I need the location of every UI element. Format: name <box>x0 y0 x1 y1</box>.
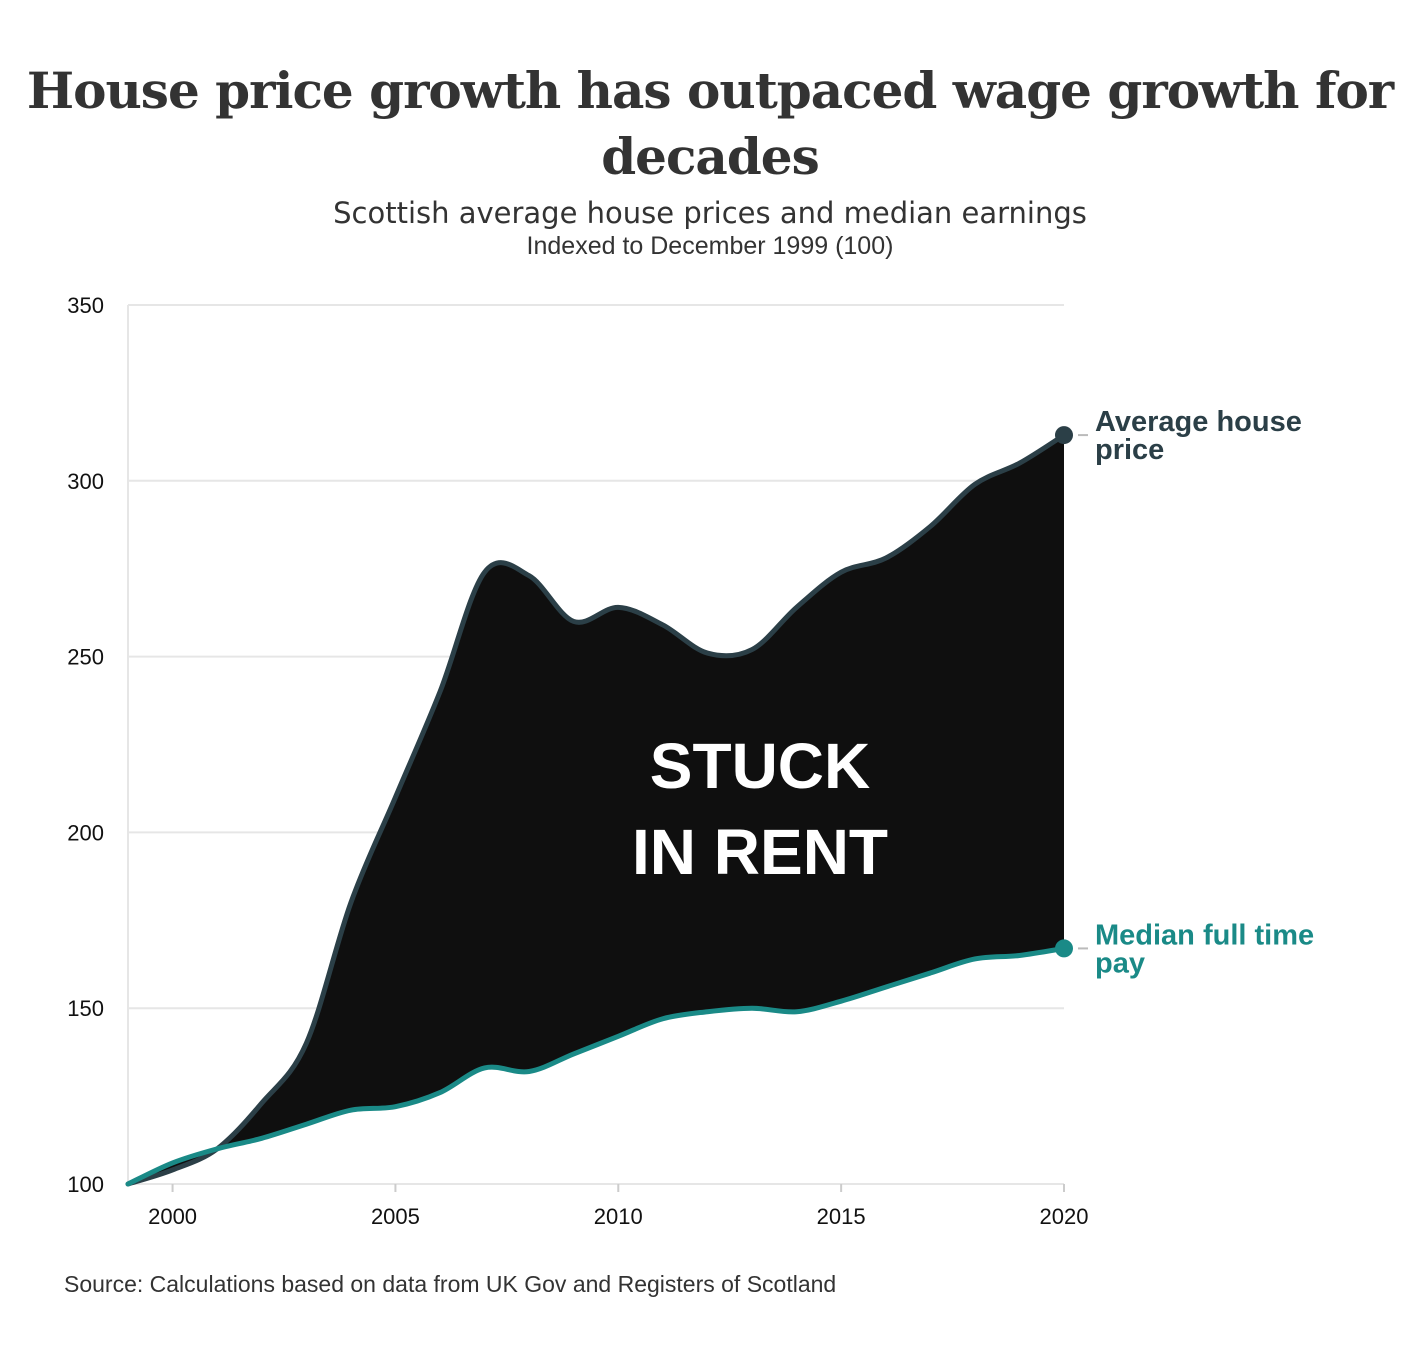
series-line-house-price <box>125 432 1067 1187</box>
chart-subtitle: Scottish average house prices and median… <box>333 196 1087 230</box>
annotation-line-2: IN RENT <box>632 816 888 888</box>
y-tick-label-250: 250 <box>67 645 104 670</box>
source-note: Source: Calculations based on data from … <box>64 1271 837 1297</box>
y-tick-label-200: 200 <box>67 820 104 845</box>
chart-index-note: Indexed to December 1999 (100) <box>526 232 894 260</box>
series-label-median-pay: Median full time pay <box>1095 919 1314 979</box>
y-tick-label-150: 150 <box>67 996 104 1021</box>
tick-labels-layer: 100 150 200 250 300 350 2000 2005 2010 2015 2020 <box>67 293 1088 1229</box>
endpoint-marker-median-pay <box>1055 939 1073 958</box>
endpoint-marker-house-price <box>1055 426 1073 445</box>
series-label-house-price: Average house price <box>1095 406 1302 466</box>
gap-area-layer <box>128 435 1064 1185</box>
series-line-median-pay <box>125 945 1067 1187</box>
y-tick-label-350: 350 <box>67 293 104 318</box>
y-tick-label-300: 300 <box>67 469 104 494</box>
y-tick-label-100: 100 <box>67 1172 104 1197</box>
series-lines-layer <box>125 432 1067 1187</box>
x-tick-label-2005: 2005 <box>371 1204 420 1229</box>
series-labels-layer: Average house price Median full time pay <box>1055 406 1314 979</box>
chart-title: House price growth has outpaced wage gro… <box>26 61 1394 186</box>
annotation-line-1: STUCK <box>650 730 870 802</box>
x-tick-label-2015: 2015 <box>817 1204 866 1229</box>
annotation-layer: STUCK IN RENT <box>632 730 888 888</box>
x-tick-label-2000: 2000 <box>148 1204 197 1229</box>
x-tick-label-2010: 2010 <box>594 1204 643 1229</box>
x-tick-label-2020: 2020 <box>1040 1204 1089 1229</box>
gap-area <box>128 435 1064 1185</box>
